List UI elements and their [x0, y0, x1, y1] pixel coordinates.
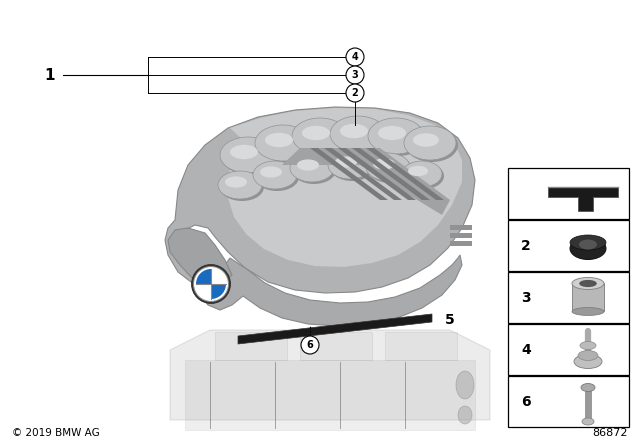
Text: 3: 3 [351, 70, 358, 80]
Ellipse shape [220, 173, 264, 201]
Ellipse shape [580, 341, 596, 349]
Ellipse shape [222, 139, 278, 175]
Text: 4: 4 [351, 52, 358, 62]
Ellipse shape [579, 280, 596, 287]
Polygon shape [200, 255, 462, 326]
Circle shape [346, 48, 364, 66]
Polygon shape [450, 225, 472, 230]
Ellipse shape [404, 126, 456, 160]
Ellipse shape [230, 145, 258, 159]
Text: 2: 2 [351, 88, 358, 98]
Circle shape [346, 84, 364, 102]
Polygon shape [324, 148, 402, 200]
Ellipse shape [378, 126, 406, 140]
Ellipse shape [582, 418, 594, 425]
Bar [508, 220, 629, 271]
Ellipse shape [265, 133, 293, 147]
Ellipse shape [220, 137, 276, 173]
Polygon shape [215, 332, 287, 360]
Bar [508, 272, 629, 323]
Ellipse shape [572, 277, 604, 289]
Ellipse shape [368, 155, 412, 183]
Text: 3: 3 [521, 290, 531, 305]
Ellipse shape [302, 126, 330, 140]
Ellipse shape [579, 240, 597, 250]
Polygon shape [238, 314, 432, 344]
Polygon shape [168, 228, 232, 285]
Ellipse shape [330, 153, 374, 181]
Ellipse shape [572, 307, 604, 315]
Ellipse shape [413, 133, 439, 147]
Text: 6: 6 [521, 395, 531, 409]
Text: 2: 2 [521, 238, 531, 253]
Polygon shape [300, 332, 372, 360]
Ellipse shape [292, 156, 336, 184]
Ellipse shape [570, 235, 606, 250]
Bar [508, 376, 629, 427]
Circle shape [346, 66, 364, 84]
Polygon shape [450, 233, 472, 238]
Ellipse shape [225, 177, 247, 188]
Ellipse shape [335, 156, 357, 168]
Ellipse shape [373, 159, 395, 170]
Ellipse shape [370, 120, 426, 156]
Polygon shape [310, 148, 388, 200]
Wedge shape [211, 284, 226, 299]
Ellipse shape [294, 120, 350, 156]
Polygon shape [352, 148, 430, 200]
Ellipse shape [574, 354, 602, 369]
Ellipse shape [292, 118, 348, 154]
Polygon shape [385, 332, 457, 360]
Ellipse shape [332, 118, 388, 154]
Polygon shape [228, 108, 462, 267]
Polygon shape [548, 188, 618, 211]
Ellipse shape [570, 237, 606, 259]
Ellipse shape [260, 166, 282, 177]
Ellipse shape [257, 127, 313, 163]
Ellipse shape [458, 406, 472, 424]
Text: 86872: 86872 [593, 428, 628, 438]
Ellipse shape [218, 171, 262, 199]
Bar [572, 284, 604, 311]
Circle shape [301, 336, 319, 354]
Ellipse shape [456, 371, 474, 399]
Ellipse shape [330, 116, 386, 152]
Text: © 2019 BMW AG: © 2019 BMW AG [12, 428, 100, 438]
Ellipse shape [253, 161, 297, 189]
Text: 1: 1 [45, 68, 55, 82]
Wedge shape [211, 269, 226, 284]
Text: 4: 4 [521, 343, 531, 357]
Bar [508, 168, 629, 219]
Ellipse shape [255, 163, 299, 191]
Polygon shape [366, 148, 444, 200]
Ellipse shape [402, 161, 442, 187]
Ellipse shape [406, 128, 458, 162]
Ellipse shape [297, 159, 319, 171]
Ellipse shape [404, 163, 444, 189]
Polygon shape [170, 330, 490, 420]
Ellipse shape [578, 350, 598, 361]
Polygon shape [185, 360, 475, 430]
Bar [508, 324, 629, 375]
Ellipse shape [340, 124, 368, 138]
Polygon shape [282, 148, 450, 215]
Circle shape [192, 265, 230, 303]
Text: 6: 6 [307, 340, 314, 350]
Circle shape [194, 267, 228, 301]
Polygon shape [165, 107, 475, 293]
Ellipse shape [290, 154, 334, 182]
Wedge shape [196, 284, 211, 299]
Polygon shape [338, 148, 416, 200]
Ellipse shape [408, 166, 428, 176]
Ellipse shape [366, 153, 410, 181]
Ellipse shape [255, 125, 311, 161]
Polygon shape [450, 241, 472, 246]
Ellipse shape [581, 383, 595, 392]
Wedge shape [196, 269, 211, 284]
Ellipse shape [328, 151, 372, 179]
Text: 5: 5 [445, 313, 455, 327]
Ellipse shape [368, 118, 424, 154]
